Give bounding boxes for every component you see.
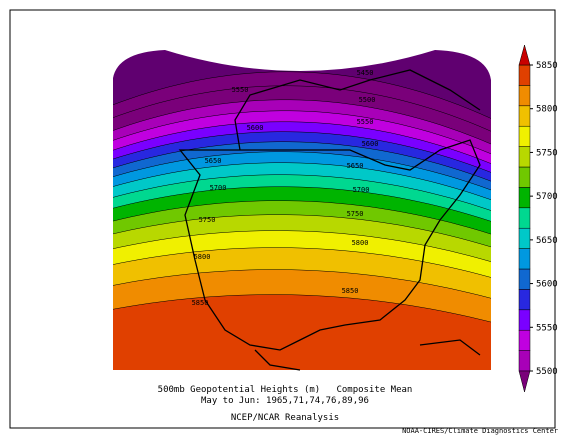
colorbar-segment [518,64,531,86]
colorbar-tick-label: 5800 [536,105,558,115]
colorbar-tick-label: 5750 [536,148,558,158]
contour-label: 5600 [247,124,264,132]
field-band [113,294,491,370]
credit: NOAA-CIRES/Climate Diagnostics Center [402,427,558,435]
colorbar-segment [518,187,531,209]
colorbar-segment [518,125,531,147]
map-field [113,50,491,370]
colorbar-segment [518,289,531,311]
contour-label: 5700 [210,184,227,192]
colorbar-tick-label: 5700 [536,192,558,202]
contour-labels: 5450 5500 5550 5550 5600 5600 5650 5650 5700 5700… [192,69,379,307]
colorbar: 5500 5550 5600 5650 5700 5750 5800 5850 [518,44,558,393]
colorbar-tick-label: 5550 [536,323,558,333]
colorbar-segment [518,309,531,331]
contour-label: 5800 [352,239,369,247]
colorbar-segment [518,166,531,188]
contour-label: 5750 [347,210,364,218]
contour-label: 5600 [362,140,379,148]
colorbar-segment [518,350,531,372]
frame [9,9,556,429]
caption-title: 500mb Geopotential Heights (m) Composite… [158,385,413,395]
contour-label: 5750 [199,216,216,224]
colorbar-tick-label: 5850 [536,61,558,71]
contour-label: 5850 [192,299,209,307]
contour-label: 5550 [232,86,249,94]
colorbar-segment [518,227,531,249]
coastlines [178,69,481,371]
colorbar-segment [518,207,531,229]
caption-period: May to Jun: 1965,71,74,76,89,96 [201,396,369,406]
colorbar-segment [518,105,531,127]
colorbar-segment [518,329,531,351]
colorbar-tick-label: 5600 [536,280,558,290]
colorbar-segment [518,85,531,107]
gulf-outline [254,339,481,371]
contour-label: 5850 [342,287,359,295]
colorbar-segment [518,268,531,290]
contour-label: 5650 [347,162,364,170]
contour-label: 5500 [359,96,376,104]
canada-outline [234,69,481,151]
colorbar-arrow [518,370,531,393]
caption-source: NCEP/NCAR Reanalysis [231,413,339,423]
colorbar-segment [518,248,531,270]
contour-label: 5650 [205,157,222,165]
contour-label: 5550 [357,118,374,126]
contour-label: 5700 [353,186,370,194]
contour-label: 5450 [357,69,374,77]
contour-label: 5800 [194,253,211,261]
us-outline [178,139,481,351]
colorbar-tick-label: 5650 [536,236,558,246]
colorbar-tick-label: 5500 [536,367,558,377]
colorbar-segment [518,146,531,168]
colorbar-arrow [518,44,531,66]
